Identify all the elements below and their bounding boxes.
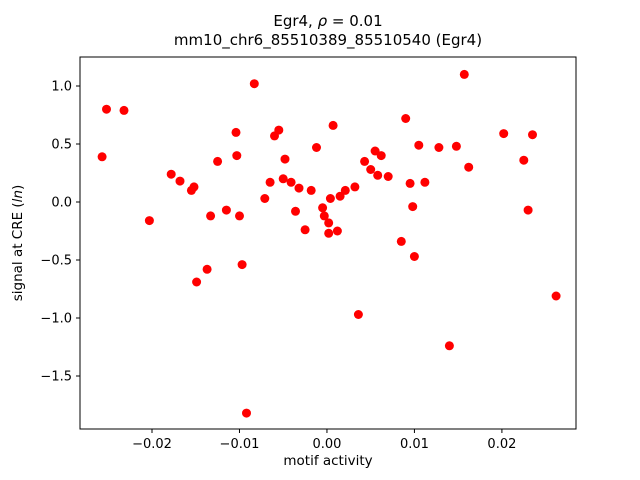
data-point	[408, 202, 418, 212]
data-point	[459, 69, 469, 79]
data-point	[280, 154, 290, 164]
data-point	[332, 226, 342, 236]
data-point	[325, 194, 335, 203]
data-point	[192, 277, 202, 287]
data-point	[396, 236, 406, 246]
x-tick-label: −0.02	[132, 437, 172, 452]
data-point	[366, 165, 376, 174]
data-point	[370, 146, 380, 156]
y-tick-label: 0.5	[51, 137, 72, 152]
data-point	[401, 114, 411, 123]
data-point	[300, 225, 310, 235]
data-point	[206, 211, 216, 221]
x-tick-label: 0.02	[487, 437, 516, 452]
y-axis-label: signal at CRE (ln)	[10, 185, 26, 302]
data-point	[166, 169, 176, 179]
data-point	[242, 408, 251, 418]
plot-area	[79, 56, 577, 430]
data-point	[318, 203, 328, 213]
y-tick-label: −1.0	[40, 311, 72, 326]
scatter-points	[97, 69, 561, 418]
data-point	[294, 183, 304, 193]
data-point	[189, 182, 199, 192]
chart-title-rho: ρ	[318, 12, 328, 30]
chart-title: Egr4, ρ = 0.01	[273, 12, 382, 30]
x-axis-label: motif activity	[283, 453, 372, 469]
data-point	[274, 125, 284, 135]
data-point	[221, 205, 231, 215]
data-point	[376, 151, 386, 161]
x-tick-label: −0.01	[220, 437, 260, 452]
data-point	[319, 211, 329, 221]
data-point	[175, 176, 185, 186]
data-point	[265, 177, 275, 187]
data-point	[551, 291, 561, 301]
data-point	[373, 170, 383, 180]
data-point	[324, 228, 334, 238]
y-tick-label: −1.5	[40, 369, 72, 384]
data-point	[519, 155, 529, 165]
data-point	[434, 143, 444, 152]
data-point	[499, 129, 509, 139]
data-point	[278, 174, 288, 184]
data-point	[144, 216, 154, 226]
data-point	[312, 143, 321, 152]
y-tick-label: 0.0	[51, 195, 72, 210]
data-point	[324, 218, 334, 228]
data-point	[451, 141, 461, 151]
data-point	[464, 162, 474, 172]
data-point	[420, 177, 430, 187]
data-point	[232, 151, 242, 161]
data-point	[328, 120, 338, 130]
data-point	[213, 156, 223, 166]
data-point	[350, 182, 360, 192]
x-tick-label: 0.00	[312, 437, 341, 452]
data-point	[383, 172, 393, 181]
x-tick-label: 0.01	[400, 437, 429, 452]
chart-title-prefix: Egr4,	[273, 12, 317, 30]
chart-subtitle: mm10_chr6_85510389_85510540 (Egr4)	[174, 31, 482, 50]
y-axis-label-italic: ln	[10, 190, 26, 202]
data-point	[306, 185, 316, 195]
data-point	[249, 79, 259, 89]
data-point	[119, 105, 129, 115]
data-point	[353, 310, 363, 319]
y-axis-label-prefix: signal at CRE (	[10, 202, 26, 301]
y-tick-label: −0.5	[40, 253, 72, 268]
data-point	[97, 152, 107, 162]
y-axis-ticks: 1.0 0.5 0.0 −0.5 −1.0 −1.5	[40, 79, 80, 384]
data-point	[528, 130, 537, 140]
data-point	[235, 211, 244, 221]
chart-title-suffix: = 0.01	[327, 12, 383, 30]
data-point	[102, 104, 111, 114]
data-point	[286, 177, 296, 187]
data-point	[202, 264, 212, 274]
data-point	[260, 194, 270, 203]
data-point	[231, 127, 241, 137]
data-point	[405, 178, 415, 188]
data-point	[409, 252, 419, 261]
data-point	[360, 156, 370, 166]
x-axis-ticks: −0.02 −0.01 0.00 0.01 0.02	[132, 429, 516, 452]
data-point	[291, 206, 300, 216]
data-point	[335, 191, 345, 201]
data-point	[414, 140, 424, 150]
data-point	[444, 341, 454, 351]
data-point	[340, 185, 350, 195]
y-axis-label-suffix: )	[10, 185, 26, 190]
data-point	[237, 260, 247, 270]
y-tick-label: 1.0	[51, 79, 72, 94]
data-point	[523, 205, 533, 215]
